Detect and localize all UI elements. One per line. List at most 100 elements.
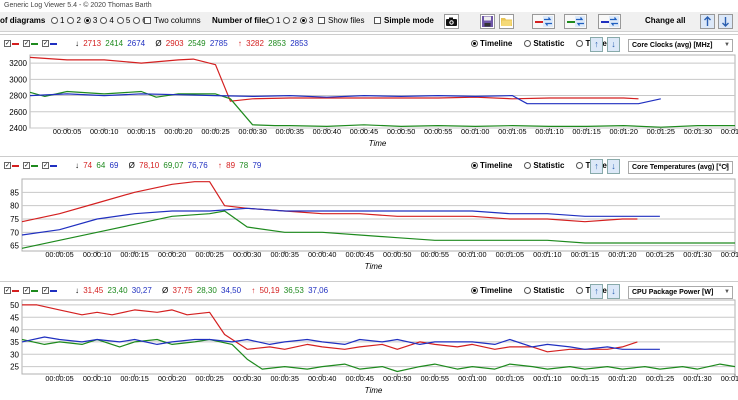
max-green: 36,53 xyxy=(283,286,304,295)
file-radio-2[interactable] xyxy=(283,17,291,24)
series-green-checkbox[interactable]: ✓ xyxy=(23,287,30,294)
x-tick-label: 00:00:25 xyxy=(201,127,229,136)
change-all-up-button[interactable] xyxy=(700,14,715,29)
show-files-checkbox[interactable] xyxy=(318,17,325,24)
mode-timeline-radio[interactable] xyxy=(471,287,478,294)
change-all-down-button[interactable] xyxy=(718,14,733,29)
x-tick-label: 00:01:05 xyxy=(498,127,526,136)
x-tick-label: 00:00:15 xyxy=(120,250,148,259)
metric-select[interactable]: Core Clocks (avg) [MHz] ▼ xyxy=(628,39,733,52)
y-tick-label: 85 xyxy=(10,188,19,197)
x-tick-label: 00:01:35 xyxy=(721,374,738,383)
x-tick-label: 00:00:25 xyxy=(195,250,223,259)
camera-icon[interactable] xyxy=(444,14,459,29)
simple-mode-checkbox[interactable] xyxy=(374,17,381,24)
avg-blue: 76,76 xyxy=(187,161,208,170)
series-red-checkbox[interactable]: ✓ xyxy=(4,40,11,47)
series-red-checkbox[interactable]: ✓ xyxy=(4,287,11,294)
y-tick-label: 75 xyxy=(10,215,19,224)
max-blue: 37,06 xyxy=(308,286,329,295)
min-blue: 30,27 xyxy=(131,286,152,295)
plot-area[interactable] xyxy=(29,54,736,129)
diagram-radio-3[interactable] xyxy=(83,17,91,24)
series-green-checkbox[interactable]: ✓ xyxy=(23,162,30,169)
metric-up-button[interactable]: ↑ xyxy=(590,37,603,52)
mode-triple-radio[interactable] xyxy=(576,287,584,294)
metric-down-button[interactable]: ↓ xyxy=(607,37,620,52)
y-tick-label: 25 xyxy=(10,363,19,372)
diagrams-label: of diagrams xyxy=(0,16,46,25)
max-green: 2853 xyxy=(268,39,286,48)
diagram-radio-5-label: 5 xyxy=(125,16,131,25)
x-tick-label: 00:00:05 xyxy=(45,374,73,383)
x-tick-label: 00:00:45 xyxy=(350,127,378,136)
diagram-radio-2-label: 2 xyxy=(76,16,81,25)
mode-timeline-radio[interactable] xyxy=(471,162,478,169)
diagram-radio-5[interactable] xyxy=(116,17,124,24)
avg-symbol: Ø xyxy=(162,286,169,295)
min-symbol: ↓ xyxy=(75,161,79,170)
x-tick-label: 00:00:50 xyxy=(387,127,415,136)
series-line-blue xyxy=(29,93,661,105)
metric-down-button[interactable]: ↓ xyxy=(607,284,620,299)
file-radio-1[interactable] xyxy=(267,17,274,24)
series-red-checkbox[interactable]: ✓ xyxy=(4,162,11,169)
x-tick-label: 00:00:50 xyxy=(383,374,411,383)
file-radio-3[interactable] xyxy=(299,17,307,24)
x-tick-label: 00:01:00 xyxy=(461,127,489,136)
metric-down-button[interactable]: ↓ xyxy=(607,159,620,174)
chart-svg: 65 70 75 80 85 00:00:05 00:00:10 00:00:15 00:00:… xyxy=(10,178,738,271)
mode-statistic-radio[interactable] xyxy=(524,162,532,169)
metric-select[interactable]: CPU Package Power [W] ▼ xyxy=(628,286,733,299)
two-columns-checkbox[interactable] xyxy=(144,17,151,24)
series-blue-checkbox[interactable]: ✓ xyxy=(42,287,49,294)
x-tick-label: 00:01:25 xyxy=(646,374,674,383)
max-blue: 79 xyxy=(252,161,262,170)
diagram-radio-2[interactable] xyxy=(67,17,75,24)
mode-triple-radio[interactable] xyxy=(576,162,584,169)
series-green-checkbox[interactable]: ✓ xyxy=(23,40,30,47)
x-axis-label: Time xyxy=(365,386,383,395)
x-tick-label: 00:00:05 xyxy=(45,250,73,259)
mode-statistic-radio[interactable] xyxy=(524,40,532,47)
chevron-down-icon: ▼ xyxy=(724,164,730,170)
save-icon[interactable] xyxy=(480,14,495,29)
y-tick-label: 2800 xyxy=(9,92,27,101)
x-tick-label: 00:00:55 xyxy=(421,250,449,259)
diagram-radio-4[interactable] xyxy=(100,17,108,24)
series-legend: ✓ ✓ ✓ xyxy=(4,162,61,169)
blue-series-swap-button[interactable] xyxy=(598,14,621,29)
plot-area[interactable] xyxy=(21,299,736,375)
chevron-down-icon: ▼ xyxy=(724,42,730,48)
arrow-up-icon: ↑ xyxy=(594,39,599,49)
arrow-down-icon: ↓ xyxy=(611,161,616,171)
mode-timeline-radio[interactable] xyxy=(471,40,478,47)
diagram-radio-6[interactable] xyxy=(133,17,141,24)
green-series-swap-button[interactable] xyxy=(564,14,587,29)
folder-icon[interactable] xyxy=(499,14,514,29)
min-blue: 2674 xyxy=(127,39,146,48)
x-tick-label: 00:00:40 xyxy=(308,374,336,383)
series-blue-checkbox[interactable]: ✓ xyxy=(42,162,49,169)
mode-statistic-radio[interactable] xyxy=(524,287,532,294)
diagram-radio-1[interactable] xyxy=(51,17,58,24)
avg-green: 28,30 xyxy=(196,286,217,295)
x-tick-label: 00:01:00 xyxy=(458,374,486,383)
metric-up-button[interactable]: ↑ xyxy=(590,284,603,299)
chart-panel-cpu-package-power: ✓ ✓ ✓ ↓ 31,45 23,40 30,27 Ø 37,75 28,30 … xyxy=(0,281,738,399)
series-blue-swatch xyxy=(50,164,57,167)
metric-select[interactable]: Core Temperatures (avg) [°C] ▼ xyxy=(628,161,733,174)
y-tick-label: 50 xyxy=(10,301,19,310)
chevron-down-icon: ▼ xyxy=(724,289,730,295)
x-tick-label: 00:00:35 xyxy=(276,127,304,136)
series-blue-checkbox[interactable]: ✓ xyxy=(42,40,49,47)
red-series-swap-button[interactable] xyxy=(532,14,555,29)
y-tick-label: 65 xyxy=(10,242,19,251)
metric-up-button[interactable]: ↑ xyxy=(590,159,603,174)
x-tick-label: 00:00:35 xyxy=(270,250,298,259)
mode-timeline-label: Timeline xyxy=(480,286,513,295)
y-tick-label: 30 xyxy=(10,350,19,359)
window-title: Generic Log Viewer 5.4 - © 2020 Thomas B… xyxy=(0,0,738,12)
mode-triple-radio[interactable] xyxy=(576,40,584,47)
y-tick-label: 40 xyxy=(10,326,19,335)
